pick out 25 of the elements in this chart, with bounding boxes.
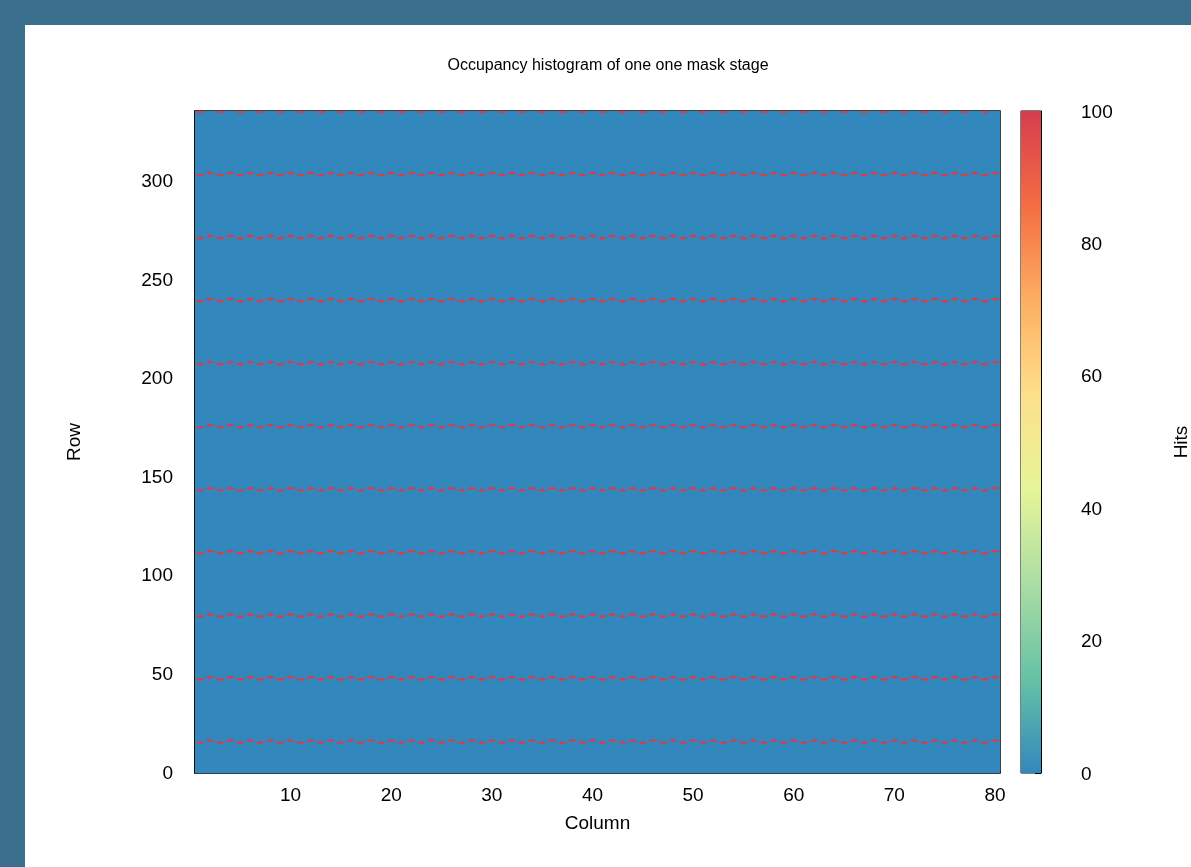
x-tick-label: 70 [883, 784, 905, 805]
color-bar-title: Hits [1170, 425, 1191, 459]
color-bar-label: 0 [1081, 762, 1092, 784]
y-axis-title: Row [63, 422, 84, 462]
color-bar-label: 60 [1081, 365, 1103, 387]
color-bar-label: 20 [1081, 630, 1103, 652]
y-tick-label: 150 [141, 465, 173, 487]
x-tick-label: 80 [984, 784, 1006, 805]
x-tick-label: 30 [481, 784, 503, 805]
x-tick-label: 40 [581, 784, 604, 805]
color-bar-label: 100 [1081, 100, 1113, 122]
chart-title: Occupancy histogram of one one mask stage [447, 55, 769, 73]
color-bar-label: 40 [1081, 497, 1103, 519]
x-tick-label: 20 [380, 784, 402, 805]
x-tick-label: 50 [682, 784, 704, 805]
y-tick-label: 200 [141, 367, 173, 389]
x-axis-title: Column [564, 812, 631, 833]
y-tick-label: 250 [141, 268, 173, 290]
x-tick-label: 60 [783, 784, 805, 805]
y-tick-label: 100 [141, 564, 173, 586]
color-bar-label: 80 [1081, 232, 1103, 254]
y-tick-label: 0 [162, 761, 173, 783]
x-tick-label: 10 [280, 784, 302, 805]
y-tick-label: 50 [151, 663, 173, 684]
y-tick-label: 300 [141, 170, 173, 192]
